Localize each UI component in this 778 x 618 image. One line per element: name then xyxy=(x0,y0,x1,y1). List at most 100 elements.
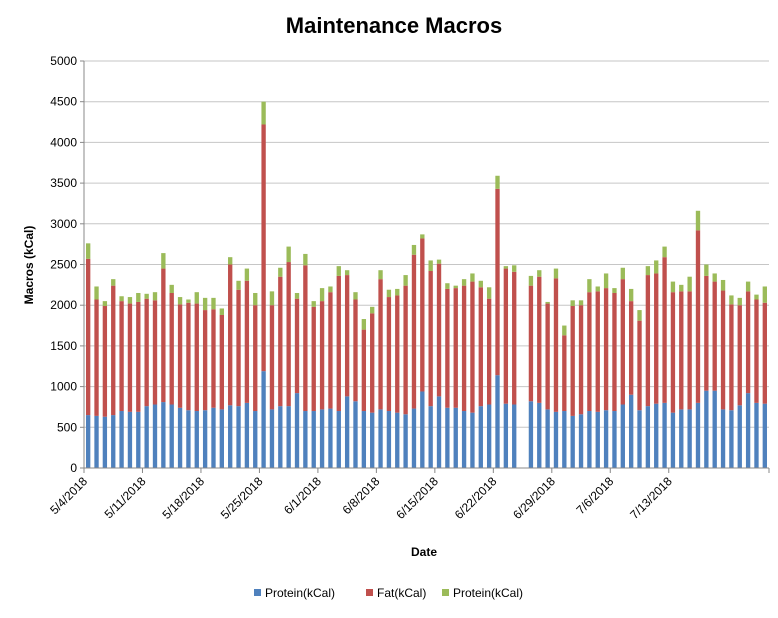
bar-segment-series-1 xyxy=(428,406,433,468)
bar-segment-series-1 xyxy=(169,404,174,468)
bar-segment-series-1 xyxy=(470,412,475,468)
x-tick-label: 5/25/2018 xyxy=(218,474,266,522)
x-axis-label: Date xyxy=(411,545,437,559)
bar-segment-series-3 xyxy=(370,306,375,314)
bar-segment-series-1 xyxy=(127,411,133,468)
bar-segment-series-3 xyxy=(695,210,701,231)
bar-segment-series-2 xyxy=(286,262,291,407)
bar-segment-series-1 xyxy=(395,412,400,468)
bar-segment-series-2 xyxy=(119,301,124,412)
bar-segment-series-3 xyxy=(612,288,617,293)
bar-segment-series-2 xyxy=(236,289,241,407)
x-tick-label: 7/13/2018 xyxy=(627,474,675,522)
bar-segment-series-2 xyxy=(253,305,258,412)
bar-segment-series-2 xyxy=(612,292,617,412)
bar-segment-series-2 xyxy=(486,298,492,405)
bar-segment-series-3 xyxy=(428,260,433,272)
bar-segment-series-2 xyxy=(720,290,726,410)
bar-segment-series-3 xyxy=(754,294,759,300)
legend-label: Fat(kCal) xyxy=(377,586,426,600)
bars xyxy=(86,101,767,468)
bar-segment-series-3 xyxy=(127,297,133,304)
bar-segment-series-1 xyxy=(662,402,667,468)
bar-segment-series-1 xyxy=(144,406,149,468)
bar-segment-series-2 xyxy=(754,299,759,403)
bar-segment-series-2 xyxy=(353,299,358,402)
y-tick-label: 5000 xyxy=(50,54,77,68)
bar-segment-series-1 xyxy=(687,409,692,468)
legend-label: Protein(kCal) xyxy=(265,586,335,600)
bar-segment-series-2 xyxy=(670,292,676,413)
bar-segment-series-3 xyxy=(603,273,609,289)
bar-segment-series-2 xyxy=(244,280,250,403)
bar-segment-series-1 xyxy=(478,406,483,468)
bar-segment-series-3 xyxy=(253,292,258,306)
bar-segment-series-3 xyxy=(186,299,191,303)
bar-segment-series-2 xyxy=(595,291,600,412)
bar-segment-series-2 xyxy=(386,297,392,412)
bar-segment-series-1 xyxy=(754,402,759,468)
bar-segment-series-1 xyxy=(553,411,559,468)
bar-segment-series-1 xyxy=(712,390,717,468)
bar-segment-series-2 xyxy=(202,310,208,411)
bar-segment-series-1 xyxy=(645,406,651,468)
bar-segment-series-3 xyxy=(102,301,108,307)
x-tick-labels: 5/4/2018 5/11/2018 5/18/2018 5/25/2018 6/1/2… xyxy=(47,468,770,522)
bar-segment-series-2 xyxy=(336,275,341,412)
bar-segment-series-1 xyxy=(102,416,108,468)
bar-segment-series-2 xyxy=(712,281,717,391)
bar-segment-series-1 xyxy=(136,411,141,468)
bar-segment-series-1 xyxy=(361,411,367,468)
bar-segment-series-3 xyxy=(628,288,634,302)
bar-segment-series-2 xyxy=(194,303,199,412)
bar-segment-series-3 xyxy=(194,292,199,304)
bar-segment-series-2 xyxy=(294,298,300,394)
bar-segment-series-3 xyxy=(553,268,559,279)
bar-segment-series-1 xyxy=(286,406,291,468)
bar-segment-series-3 xyxy=(111,279,116,286)
bar-segment-series-3 xyxy=(729,295,734,305)
bar-segment-series-1 xyxy=(253,411,258,468)
bar-segment-series-2 xyxy=(470,281,475,413)
bar-segment-series-2 xyxy=(228,264,233,406)
y-tick-label: 4000 xyxy=(50,135,77,149)
bar-segment-series-2 xyxy=(687,291,692,410)
y-tick-label: 500 xyxy=(57,420,77,434)
bar-segment-series-3 xyxy=(269,291,275,306)
bar-segment-series-1 xyxy=(762,403,767,468)
bar-segment-series-3 xyxy=(361,319,367,330)
bar-segment-series-2 xyxy=(161,268,166,403)
bar-segment-series-3 xyxy=(670,281,676,293)
bar-segment-series-1 xyxy=(336,411,341,468)
bar-segment-series-1 xyxy=(403,414,408,468)
bar-segment-series-2 xyxy=(177,304,183,408)
legend: Protein(kCal) Fat(kCal) Protein(kCal) xyxy=(254,586,523,600)
bar-segment-series-1 xyxy=(695,402,701,468)
bar-segment-series-3 xyxy=(720,279,726,291)
bar-segment-series-3 xyxy=(152,292,158,301)
bar-segment-series-2 xyxy=(411,254,417,409)
bar-segment-series-1 xyxy=(512,404,517,468)
bar-segment-series-1 xyxy=(679,409,684,468)
bar-segment-series-3 xyxy=(537,270,542,277)
bar-segment-series-2 xyxy=(211,309,216,408)
bar-segment-series-2 xyxy=(186,302,191,411)
bar-segment-series-1 xyxy=(261,371,266,468)
bar-segment-series-1 xyxy=(670,412,676,468)
bar-segment-series-3 xyxy=(512,265,517,272)
bar-segment-series-1 xyxy=(386,411,392,468)
bar-segment-series-1 xyxy=(236,406,241,468)
bar-segment-series-1 xyxy=(720,409,726,468)
bar-segment-series-1 xyxy=(177,407,183,468)
bar-segment-series-2 xyxy=(461,285,467,412)
bar-segment-series-2 xyxy=(219,314,224,410)
bar-segment-series-3 xyxy=(202,297,208,311)
bar-segment-series-2 xyxy=(420,238,425,392)
bar-segment-series-3 xyxy=(328,286,333,293)
bar-segment-series-2 xyxy=(620,279,625,405)
bar-segment-series-3 xyxy=(144,293,149,299)
bar-segment-series-1 xyxy=(303,411,308,468)
bar-segment-series-1 xyxy=(578,414,584,468)
bar-segment-series-2 xyxy=(127,303,133,412)
